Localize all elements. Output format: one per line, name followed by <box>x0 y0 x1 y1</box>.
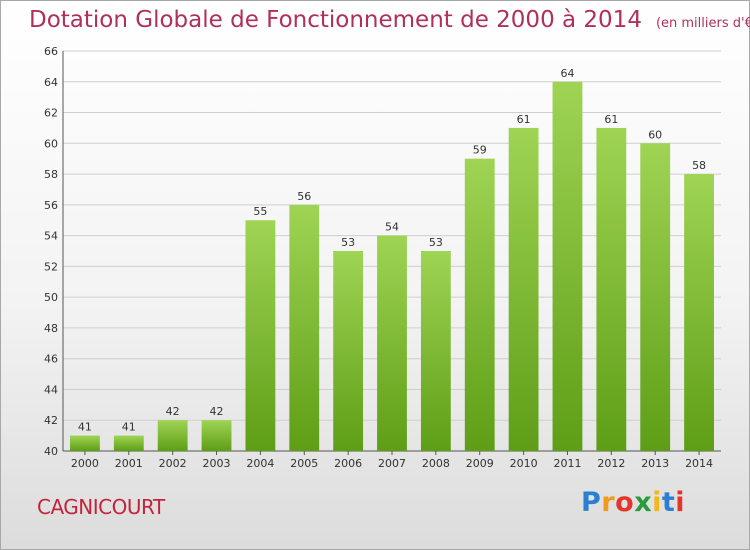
bar-2009 <box>464 158 495 451</box>
value-label-2003: 42 <box>210 405 224 418</box>
x-tick-label-2004: 2004 <box>246 457 274 470</box>
y-tick-label: 56 <box>44 199 58 212</box>
labels: 40 42 44 46 48 50 52 54 56 58 60 62 64 66 41 2000 41 2001… <box>44 45 713 470</box>
bar-2011 <box>552 81 583 452</box>
bars <box>70 81 714 452</box>
bar-2000 <box>70 435 100 451</box>
x-tick-label-2009: 2009 <box>466 457 494 470</box>
value-label-2006: 53 <box>341 236 355 249</box>
value-label-2008: 53 <box>429 236 443 249</box>
y-tick-label: 44 <box>44 383 58 396</box>
y-tick-label: 50 <box>44 291 58 304</box>
bar-2001 <box>113 435 144 451</box>
bar-2002 <box>157 420 188 451</box>
chart-title: Dotation Globale de Fonctionnement de 20… <box>29 7 750 33</box>
y-tick-label: 58 <box>44 168 58 181</box>
y-tick-label: 60 <box>44 137 58 150</box>
x-tick-label-2010: 2010 <box>510 457 538 470</box>
value-label-2000: 41 <box>78 421 92 434</box>
x-tick-label-2005: 2005 <box>290 457 318 470</box>
x-tick-label-2008: 2008 <box>422 457 450 470</box>
y-tick-label: 40 <box>44 445 58 458</box>
y-tick-label: 48 <box>44 322 58 335</box>
proxiti-logo[interactable]: Proxiti <box>581 487 686 518</box>
bar-2003 <box>201 420 232 451</box>
bar-2013 <box>640 143 671 452</box>
x-tick-label-2001: 2001 <box>115 457 143 470</box>
commune-name: CAGNICOURT <box>37 495 165 519</box>
value-label-2010: 61 <box>517 113 531 126</box>
y-tick-label: 66 <box>44 45 58 58</box>
chart-title-text: Dotation Globale de Fonctionnement de 20… <box>29 7 642 33</box>
x-tick-label-2000: 2000 <box>71 457 99 470</box>
value-label-2005: 56 <box>297 190 311 203</box>
bar-2012 <box>596 127 627 451</box>
x-tick-label-2002: 2002 <box>159 457 187 470</box>
value-label-2011: 64 <box>560 67 574 80</box>
x-tick-label-2014: 2014 <box>685 457 713 470</box>
x-tick-label-2007: 2007 <box>378 457 406 470</box>
bar-2006 <box>333 251 364 451</box>
bar-2014 <box>684 174 714 452</box>
bar-2008 <box>420 251 451 451</box>
value-label-2014: 58 <box>692 159 706 172</box>
x-tick-label-2011: 2011 <box>553 457 581 470</box>
y-tick-label: 62 <box>44 107 58 120</box>
value-label-2002: 42 <box>166 405 180 418</box>
value-label-2004: 55 <box>253 205 267 218</box>
value-label-2013: 60 <box>648 128 662 141</box>
value-label-2012: 61 <box>604 113 618 126</box>
y-tick-label: 54 <box>44 230 58 243</box>
value-label-2009: 59 <box>473 144 487 157</box>
y-tick-label: 46 <box>44 353 58 366</box>
value-label-2001: 41 <box>122 421 136 434</box>
y-tick-label: 64 <box>44 76 58 89</box>
chart-subtitle: (en milliers d'€) <box>655 16 750 31</box>
bar-2007 <box>377 235 407 451</box>
y-tick-label: 42 <box>44 414 58 427</box>
x-tick-label-2003: 2003 <box>203 457 231 470</box>
x-tick-label-2013: 2013 <box>641 457 669 470</box>
bar-2005 <box>289 204 320 451</box>
x-tick-label-2006: 2006 <box>334 457 362 470</box>
bar-2004 <box>245 220 276 451</box>
x-tick-label-2012: 2012 <box>597 457 625 470</box>
bar-2010 <box>508 127 539 451</box>
y-tick-label: 52 <box>44 260 58 273</box>
value-label-2007: 54 <box>385 221 399 234</box>
